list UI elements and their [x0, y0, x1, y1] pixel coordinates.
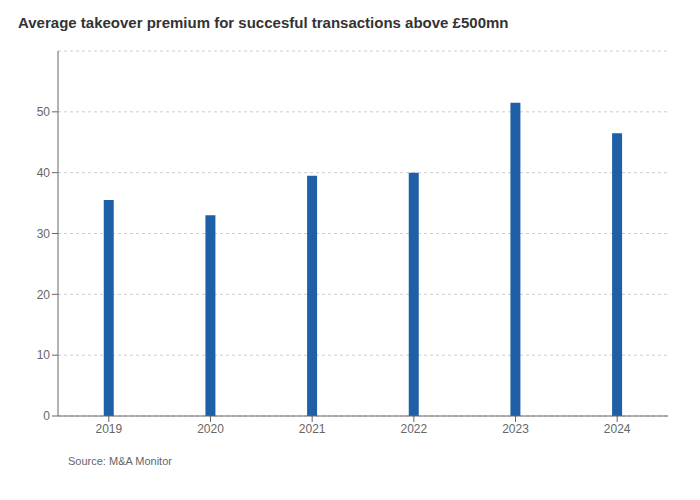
svg-text:0: 0: [43, 409, 50, 423]
html-text:Source: M&A Monitor: Source: M&A Monitor: [68, 455, 172, 467]
svg-text:40: 40: [37, 166, 51, 180]
svg-text:20: 20: [37, 288, 51, 302]
svg-text:2023: 2023: [502, 422, 529, 436]
svg-text:2022: 2022: [400, 422, 427, 436]
svg-text:2019: 2019: [95, 422, 122, 436]
svg-text:2021: 2021: [299, 422, 326, 436]
html-text:Average takeover premium for s: Average takeover premium for succesful t…: [18, 14, 509, 31]
svg-text:30: 30: [37, 227, 51, 241]
svg-text:2020: 2020: [197, 422, 224, 436]
svg-text:50: 50: [37, 105, 51, 119]
svg-text:2024: 2024: [604, 422, 631, 436]
svg-text:10: 10: [37, 348, 51, 362]
